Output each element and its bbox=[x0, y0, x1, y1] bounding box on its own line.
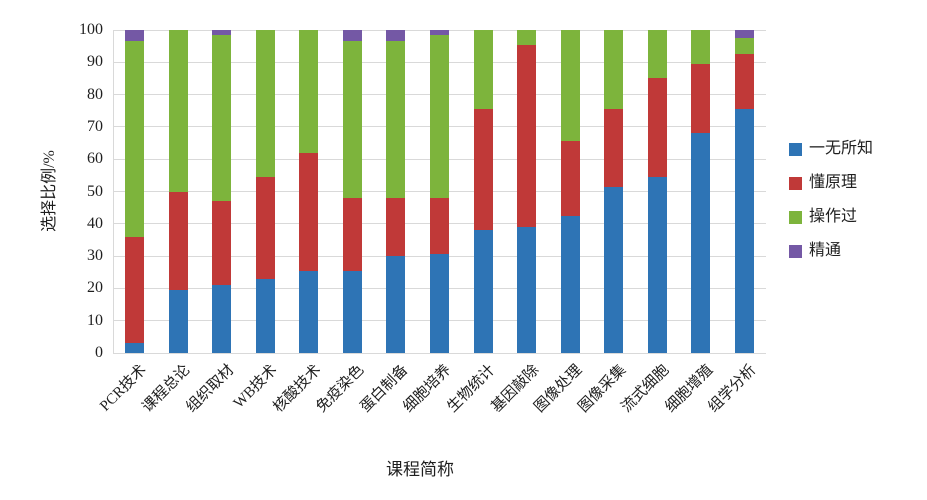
bar-segment-series-3 bbox=[604, 30, 624, 110]
bar-segment-series-4 bbox=[212, 30, 232, 35]
bar-segment-series-1 bbox=[647, 176, 667, 353]
bar-segment-series-3 bbox=[691, 30, 711, 64]
bar-segment-series-3 bbox=[560, 30, 580, 142]
x-category-label: 生物统计 bbox=[444, 362, 499, 416]
x-category-label: 课程总论 bbox=[139, 362, 194, 416]
bar-segment-series-2 bbox=[386, 197, 406, 257]
y-tick-label: 100 bbox=[79, 21, 103, 38]
legend-swatch-icon bbox=[789, 176, 802, 190]
bar-segment-series-2 bbox=[517, 44, 537, 228]
bar-segment-series-3 bbox=[430, 34, 449, 198]
bar-segment-series-1 bbox=[212, 285, 232, 353]
bar-segment-series-3 bbox=[734, 38, 754, 55]
y-tick-label: 80 bbox=[87, 85, 103, 103]
y-tick-label: 50 bbox=[87, 182, 103, 200]
bar-segment-series-1 bbox=[604, 186, 624, 353]
bar-segment-series-2 bbox=[473, 109, 493, 231]
y-tick-label: 90 bbox=[87, 53, 103, 71]
bar-segment-series-1 bbox=[691, 133, 711, 353]
legend-label: 一无所知 bbox=[809, 140, 874, 157]
x-axis-title: 课程简称 bbox=[386, 460, 454, 479]
bar-segment-series-2 bbox=[430, 197, 449, 255]
legend-label: 懂原理 bbox=[809, 174, 858, 191]
legend-swatch-icon bbox=[789, 142, 802, 156]
bar-segment-series-2 bbox=[168, 191, 188, 290]
legend-label: 操作过 bbox=[809, 208, 858, 225]
bar-segment-series-3 bbox=[517, 30, 537, 45]
bar-segment-series-2 bbox=[734, 54, 754, 110]
bar-segment-series-2 bbox=[342, 197, 362, 271]
legend-swatch-icon bbox=[789, 210, 802, 224]
bar-segment-series-1 bbox=[473, 230, 493, 353]
gridline bbox=[113, 352, 766, 354]
y-tick-label: 60 bbox=[87, 150, 103, 168]
y-tick-label: 20 bbox=[87, 279, 103, 297]
bar-segment-series-2 bbox=[691, 63, 711, 134]
bar-segment-series-1 bbox=[342, 270, 362, 353]
bar-segment-series-3 bbox=[212, 34, 232, 202]
bar-segment-series-3 bbox=[647, 30, 667, 79]
legend-item: 懂原理 bbox=[789, 175, 857, 191]
bar-segment-series-3 bbox=[473, 30, 493, 110]
bar-segment-series-1 bbox=[125, 343, 145, 353]
legend-item: 操作过 bbox=[789, 209, 857, 225]
y-tick-label: 30 bbox=[87, 247, 103, 265]
bar-segment-series-1 bbox=[168, 290, 188, 353]
bar-segment-series-1 bbox=[255, 278, 275, 353]
y-axis-line bbox=[113, 30, 114, 353]
bar-segment-series-3 bbox=[342, 41, 362, 198]
x-category-label: 组织取材 bbox=[183, 362, 238, 416]
bar-segment-series-2 bbox=[212, 201, 232, 286]
y-tick-label: 40 bbox=[87, 214, 103, 232]
x-category-label: 细胞培养 bbox=[401, 362, 455, 416]
bar-segment-series-4 bbox=[430, 30, 449, 35]
bar-segment-series-1 bbox=[430, 254, 449, 353]
bar-segment-series-2 bbox=[604, 109, 624, 187]
bar-segment-series-1 bbox=[517, 227, 537, 353]
bar-segment-series-4 bbox=[342, 30, 362, 42]
bar-segment-series-1 bbox=[734, 109, 754, 353]
bar-segment-series-1 bbox=[299, 270, 319, 353]
bar-segment-series-2 bbox=[560, 141, 580, 216]
legend-label: 精通 bbox=[809, 242, 842, 259]
y-tick-label: 70 bbox=[87, 117, 103, 135]
bar-segment-series-2 bbox=[125, 236, 145, 344]
bar-segment-series-4 bbox=[125, 30, 145, 42]
y-tick-label: 10 bbox=[87, 311, 103, 329]
bar-segment-series-4 bbox=[734, 30, 754, 39]
bar-segment-series-1 bbox=[386, 256, 406, 353]
y-tick-label: 0 bbox=[95, 344, 103, 361]
bar-segment-series-2 bbox=[647, 78, 667, 177]
bar-segment-series-3 bbox=[299, 30, 319, 153]
bar-segment-series-3 bbox=[125, 41, 145, 237]
bar-segment-series-3 bbox=[168, 30, 188, 192]
bar-segment-series-2 bbox=[299, 152, 319, 271]
legend-item: 精通 bbox=[789, 243, 841, 259]
bar-segment-series-2 bbox=[255, 176, 275, 279]
bar-segment-series-4 bbox=[386, 30, 406, 42]
legend-item: 一无所知 bbox=[789, 141, 873, 157]
bar-segment-series-1 bbox=[560, 215, 580, 353]
x-category-label: 基因敲除 bbox=[488, 362, 542, 416]
bar-segment-series-3 bbox=[386, 41, 406, 198]
legend-swatch-icon bbox=[789, 244, 802, 258]
bar-segment-series-3 bbox=[255, 30, 275, 177]
